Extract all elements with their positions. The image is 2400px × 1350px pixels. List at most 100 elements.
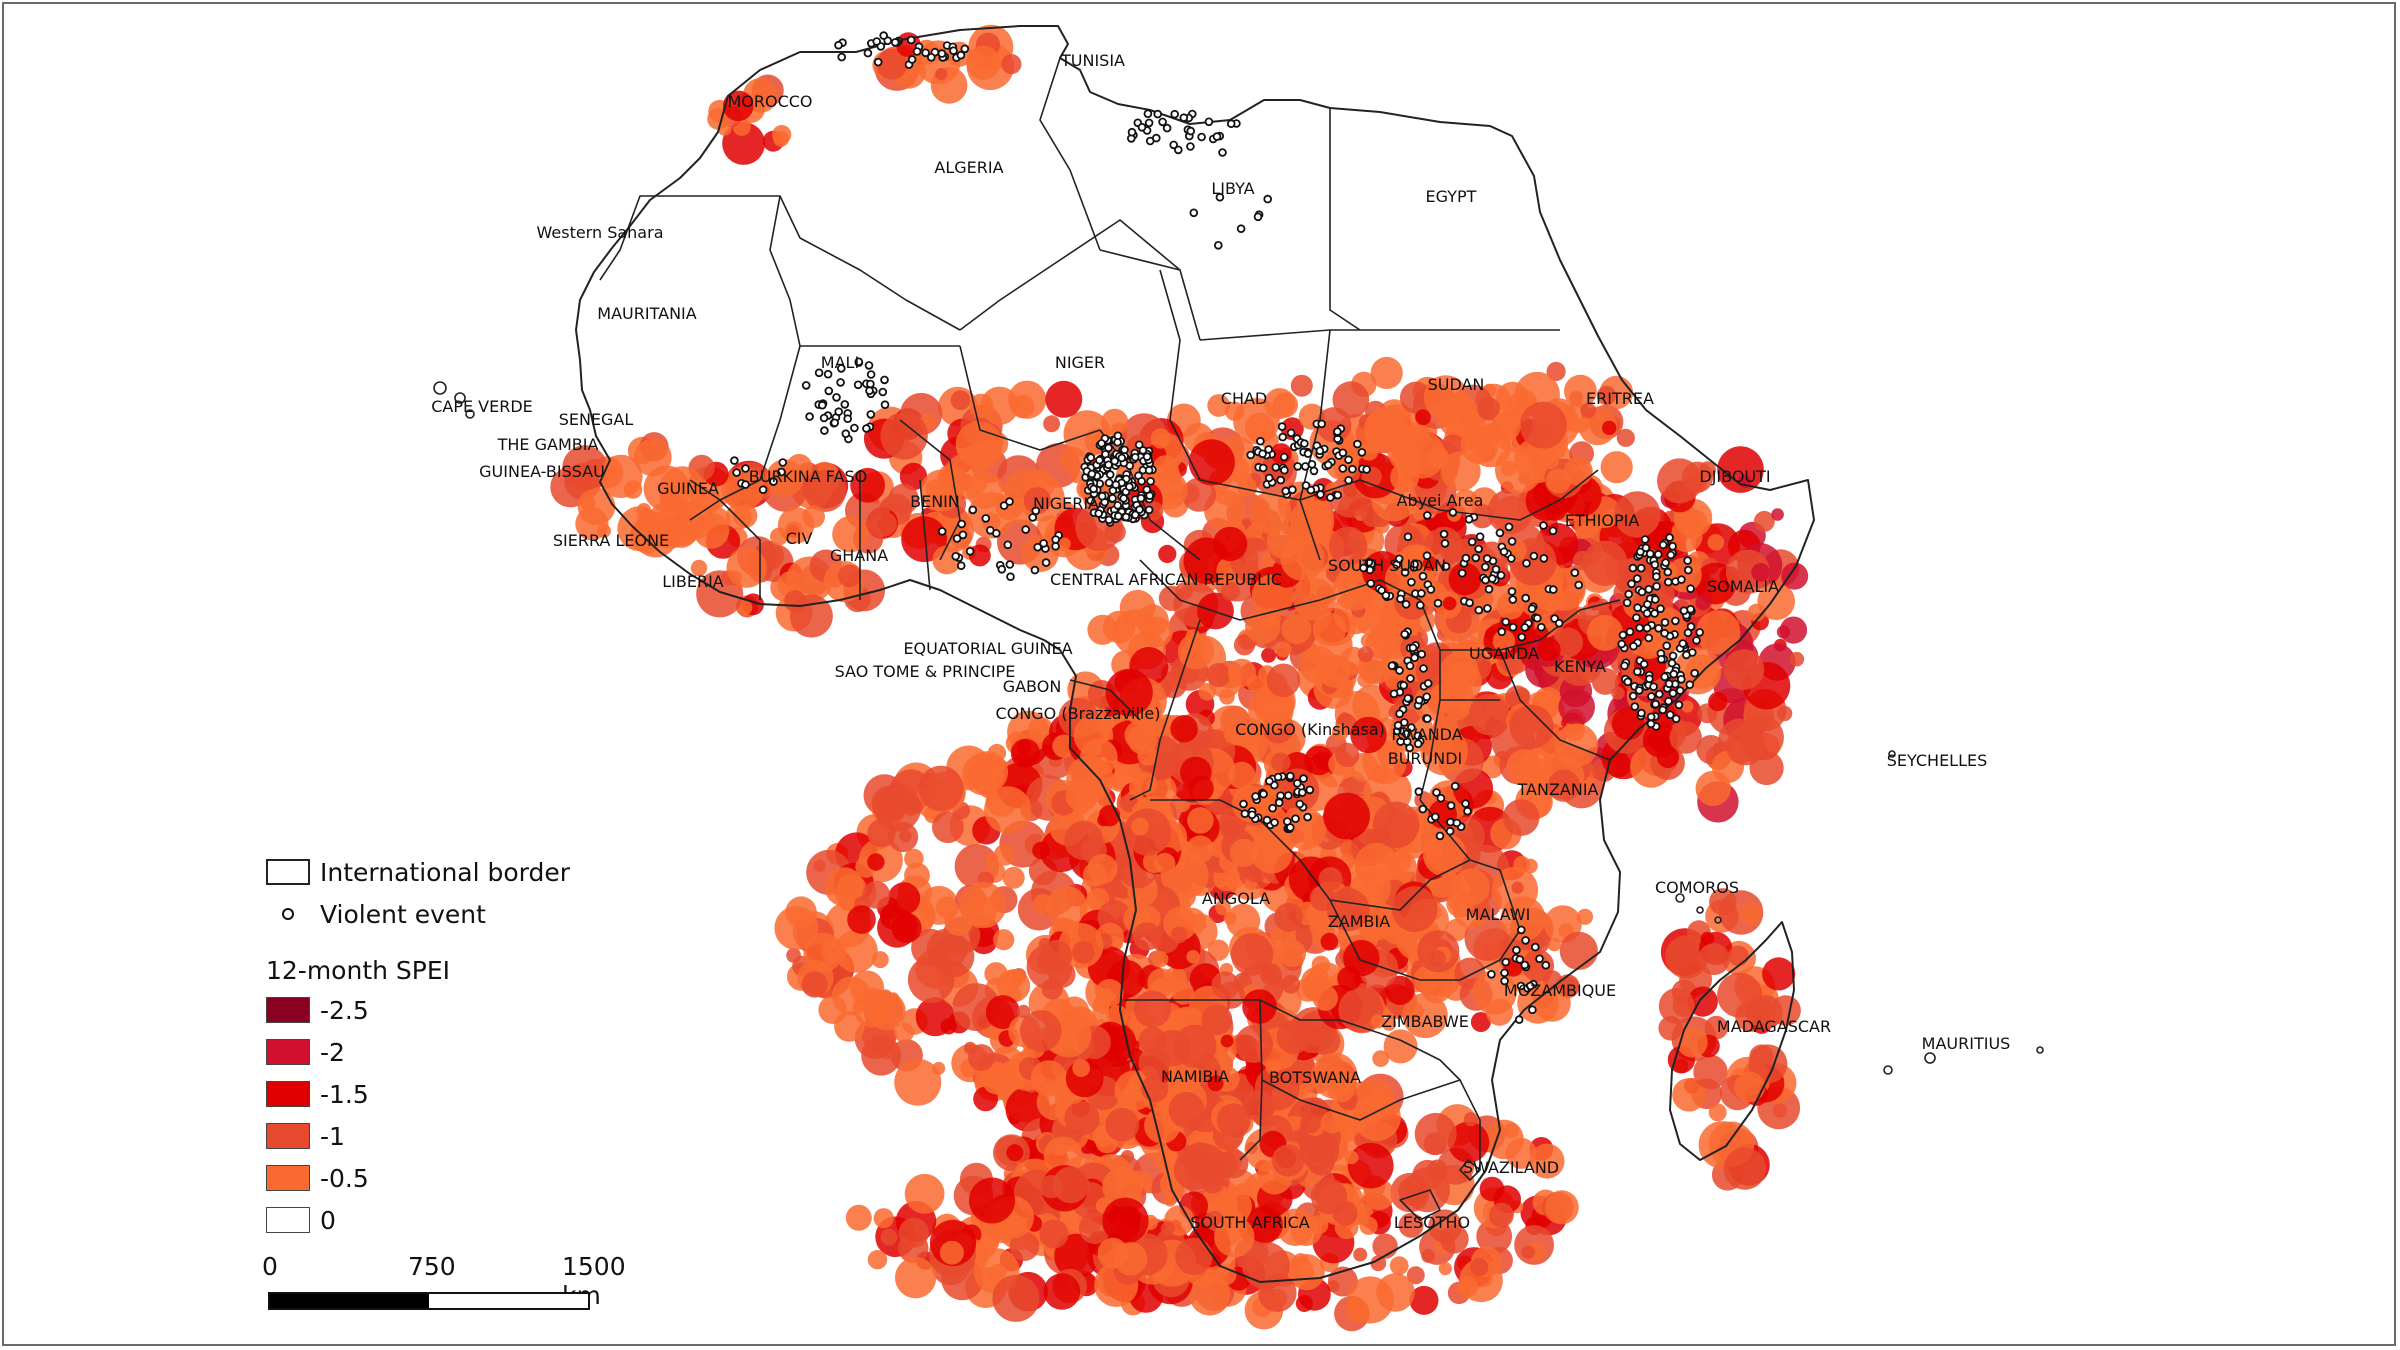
country-border [1069,679,1141,721]
country-label-comoros: COMOROS [1655,878,1739,897]
legend-class-5: 0 [266,1206,336,1235]
country-label-sudan: SUDAN [1428,375,1485,394]
country-border [1124,999,1441,1061]
country-border [689,479,761,600]
legend-class-3: -1 [266,1122,345,1151]
island-outline [433,381,447,395]
country-label-gabon: GABON [1003,677,1062,696]
country-label-liberia: LIBERIA [662,572,724,591]
country-label-ethiopia: ETHIOPIA [1565,511,1640,530]
legend-border-label: International border [320,857,571,887]
country-label-zambia: ZAMBIA [1328,912,1390,931]
spei-swatch [266,1081,310,1107]
international-borders [433,25,2044,1283]
country-label-equatorial-guinea: EQUATORIAL GUINEA [903,639,1072,658]
legend-event-entry: Violent event [266,899,486,929]
island-outline [1714,916,1722,924]
country-label-mozambique: MOZAMBIQUE [1504,981,1616,1000]
country-border [1499,649,1611,761]
country-border [1150,799,1471,911]
country-label-senegal: SENEGAL [559,410,634,429]
country-border [1439,1059,1481,1170]
country-label-chad: CHAD [1221,389,1267,408]
country-label-south-sudan: SOUTH SUDAN [1328,556,1446,575]
country-label-kenya: KENYA [1554,657,1606,676]
country-border [1329,899,1460,981]
island-outline [454,392,466,404]
country-border [1199,469,1599,521]
country-label-cape-verde: CAPE VERDE [431,397,533,416]
country-border [919,479,931,591]
country-border [599,195,728,281]
scale-label-750: 750 [408,1252,456,1281]
country-border [959,219,1201,341]
country-label-niger: NIGER [1055,353,1105,372]
island-outline [465,409,475,419]
violent-events-layer [730,31,1704,1024]
country-label-south-africa: SOUTH AFRICA [1190,1213,1310,1232]
country-label-swaziland: SWAZILAND [1463,1158,1559,1177]
country-label-ghana: GHANA [830,546,888,565]
country-border [1459,1159,1481,1181]
country-label-algeria: ALGERIA [934,158,1003,177]
country-label-congo-kinshasa: CONGO (Kinshasa) [1235,720,1385,739]
legend-class-4: -0.5 [266,1164,369,1193]
spei-swatch [266,997,310,1023]
spei-swatch [266,1123,310,1149]
country-label-eritrea: ERITREA [1586,389,1654,408]
country-border [1139,559,1421,621]
legend-class-0: -2.5 [266,996,369,1025]
country-label-malawi: MALAWI [1466,905,1531,924]
country-border [1399,1189,1441,1221]
country-label-benin: BENIN [910,492,960,511]
country-label-morocco: MOROCCO [727,92,812,111]
country-border [1129,619,1201,801]
island-outline [1696,906,1704,914]
spei-swatch [266,1165,310,1191]
scale-bar-graphic [268,1292,590,1310]
country-label-angola: ANGOLA [1202,889,1270,908]
spei-swatch [266,1039,310,1065]
island-outline [1888,750,1896,758]
country-label-western-sahara: Western Sahara [537,223,664,242]
country-border [1159,269,1201,481]
country-label-uganda: UGANDA [1469,644,1539,663]
country-border [728,195,961,331]
country-border [689,345,801,521]
country-border [899,419,961,561]
legend-spei-title: 12-month SPEI [266,956,451,985]
country-label-tanzania: TANZANIA [1517,780,1599,799]
border-swatch [266,859,310,885]
scale-bar: 0 750 1500 km [262,1252,626,1312]
legend-class-2: -1.5 [266,1080,369,1109]
country-label-tunisia: TUNISIA [1060,51,1125,70]
country-border [1039,57,1101,251]
country-label-botswana: BOTSWANA [1269,1068,1361,1087]
country-label-mauritania: MAURITANIA [597,304,696,323]
island-outline [1924,1052,1936,1064]
country-label-lesotho: LESOTHO [1394,1213,1470,1232]
country-label-burundi: BURUNDI [1388,749,1463,768]
africa-coastline [575,25,1815,1283]
country-label-guinea-bissau: GUINEA-BISSAU [479,462,605,481]
country-label-namibia: NAMIBIA [1161,1067,1229,1086]
spei-drought-layer [550,24,1809,1332]
country-border [1440,599,1621,651]
country-label-sao-tome: SAO TOME & PRINCIPE [835,662,1016,681]
country-label-somalia: SOMALIA [1707,577,1779,596]
country-border [1239,999,1263,1161]
island-outline [2036,1046,2044,1054]
country-label-egypt: EGYPT [1426,187,1477,206]
country-label-central-african-republic: CENTRAL AFRICAN REPUBLIC [1050,570,1282,589]
country-label-sierra-leone: SIERRA LEONE [553,531,669,550]
country-border [1299,329,1331,561]
country-labels: TUNISIA MOROCCO ALGERIA LIBYA EGYPT Western S… [431,51,2010,1232]
legend-event-label: Violent event [320,899,486,929]
scale-label-0: 0 [262,1252,278,1281]
country-border [1099,249,1181,271]
country-label-mauritius: MAURITIUS [1922,1034,2011,1053]
country-label-congo-brazzaville: CONGO (Brazzaville) [996,704,1161,723]
country-label-abyei-area: Abyei Area [1397,491,1484,510]
island-outline [1883,1065,1893,1075]
